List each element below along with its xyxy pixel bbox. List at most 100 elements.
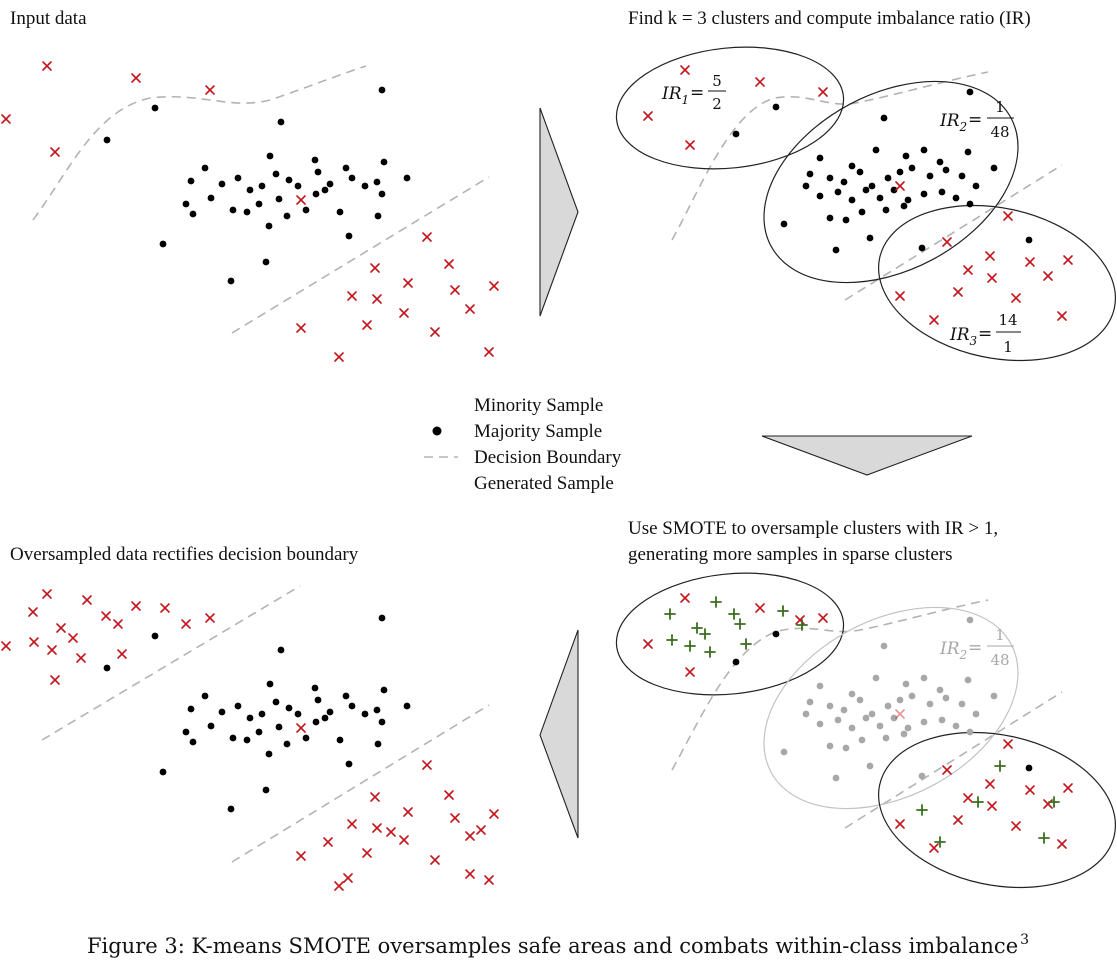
faded-majority-sample-point [834, 716, 842, 724]
majority-sample-point [1025, 764, 1033, 772]
majority-sample-point [918, 244, 926, 252]
minority-sample-point [450, 285, 460, 295]
minority-sample-point [818, 613, 828, 623]
minority-sample-point [953, 287, 963, 297]
generated-sample-point [684, 640, 696, 652]
cluster-ellipse-1-smote [615, 572, 845, 696]
minority-sample-point [347, 291, 357, 301]
majority-sample-point [227, 805, 235, 813]
panel-title-input-data: Input data [10, 8, 87, 29]
faded-majority-sample-point [990, 692, 998, 700]
faded-majority-sample-point [866, 762, 874, 770]
majority-sample-point [218, 180, 226, 188]
faded-majority-sample-point [842, 744, 850, 752]
majority-sample-point [272, 170, 280, 178]
minority-sample-point [205, 85, 215, 95]
minority-sample-point [987, 273, 997, 283]
legend-majority-label: Majority Sample [474, 421, 602, 442]
svg-text:48: 48 [990, 123, 1009, 141]
faded-majority-sample-point [848, 724, 856, 732]
legend-majority-icon [432, 426, 442, 436]
faded-majority-sample-point [972, 710, 980, 718]
minority-sample-point [42, 589, 52, 599]
majority-sample-point [285, 704, 293, 712]
faded-majority-sample-point [880, 642, 888, 650]
majority-sample-point [187, 705, 195, 713]
minority-sample-point [985, 251, 995, 261]
minority-sample-point [895, 181, 905, 191]
minority-sample-point [489, 809, 499, 819]
majority-sample-point [342, 692, 350, 700]
faded-majority-sample-point [942, 694, 950, 702]
faded-majority-sample-point [920, 718, 928, 726]
majority-sample-point [942, 166, 950, 174]
minority-sample-point [113, 619, 123, 629]
generated-sample-point [704, 646, 716, 658]
minority-sample-point [403, 807, 413, 817]
faded-majority-sample-point [840, 706, 848, 714]
majority-sample-point [380, 686, 388, 694]
majority-sample-point [336, 208, 344, 216]
minority-sample-point [29, 637, 39, 647]
minority-sample-point [755, 77, 765, 87]
minority-sample-point [131, 73, 141, 83]
majority-sample-point [266, 680, 274, 688]
minority-sample-point [643, 111, 653, 121]
faded-majority-sample-point [872, 674, 880, 682]
majority-sample-point [772, 630, 780, 638]
majority-sample-point [275, 723, 283, 731]
majority-sample-point [926, 172, 934, 180]
minority-sample-point [296, 195, 306, 205]
generated-sample-point [699, 628, 711, 640]
majority-sample-point [964, 148, 972, 156]
majority-sample-point [834, 188, 842, 196]
faded-majority-sample-point [876, 722, 884, 730]
majority-sample-point [345, 760, 353, 768]
majority-sample-point [920, 190, 928, 198]
majority-sample-point [159, 768, 167, 776]
majority-sample-point [378, 614, 386, 622]
majority-sample-point [904, 196, 912, 204]
majority-sample-point [884, 174, 892, 182]
faded-majority-sample-point [884, 702, 892, 710]
minority-sample-point [323, 837, 333, 847]
cluster-ellipse-3 [877, 204, 1117, 362]
majority-sample-point [262, 258, 270, 266]
majority-sample-point [311, 156, 319, 164]
minority-sample-point [1011, 821, 1021, 831]
faded-majority-sample-point [936, 686, 944, 694]
majority-sample-point [314, 696, 322, 704]
minority-sample-point [399, 308, 409, 318]
faded-majority-sample-point [832, 774, 840, 782]
minority-sample-point [422, 760, 432, 770]
majority-sample-point [326, 708, 334, 716]
minority-sample-point [1003, 211, 1013, 221]
minority-sample-point [296, 723, 306, 733]
majority-sample-point [972, 182, 980, 190]
majority-sample-point [189, 738, 197, 746]
majority-sample-point [732, 658, 740, 666]
minority-sample-point [685, 140, 695, 150]
majority-sample-point [326, 180, 334, 188]
majority-sample-point [990, 164, 998, 172]
majority-sample-point [266, 152, 274, 160]
majority-sample-point [312, 190, 320, 198]
minority-sample-point [818, 87, 828, 97]
minority-sample-point [131, 601, 141, 611]
faded-majority-sample-point [952, 722, 960, 730]
majority-sample-point [275, 195, 283, 203]
majority-sample-point [218, 708, 226, 716]
majority-sample-point [806, 170, 814, 178]
scatter-points [1, 61, 1073, 891]
majority-sample-point [294, 710, 302, 718]
legend-generated-icon [430, 475, 444, 489]
faded-majority-sample-point [858, 736, 866, 744]
minority-sample-point [685, 667, 695, 677]
majority-sample-point [826, 174, 834, 182]
svg-text:5: 5 [712, 72, 722, 90]
minority-sample-point [1, 641, 11, 651]
minority-sample-point [963, 793, 973, 803]
faded-majority-sample-point [890, 714, 898, 722]
minority-sample-point [50, 147, 60, 157]
minority-sample-point [334, 881, 344, 891]
